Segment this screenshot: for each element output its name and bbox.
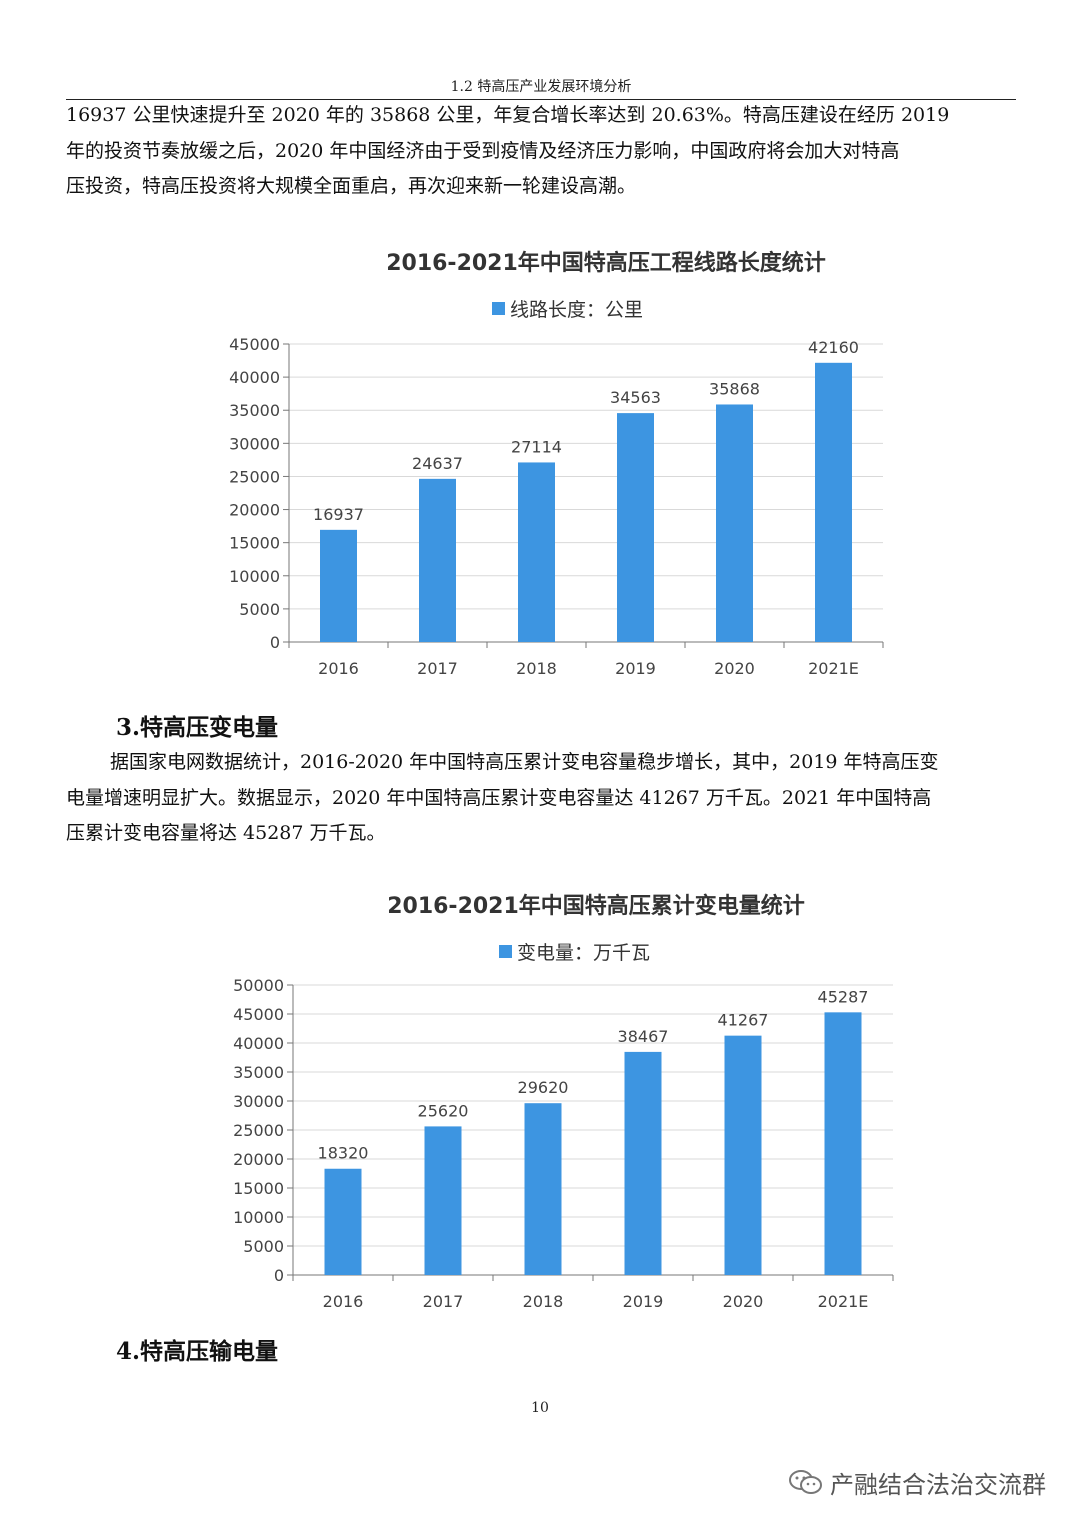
bar (724, 1035, 762, 1275)
x-tick-label: 2019 (615, 659, 656, 678)
x-tick-label: 2019 (623, 1292, 664, 1311)
data-label: 27114 (511, 437, 562, 456)
x-tick-label: 2021E (818, 1292, 869, 1311)
bar (815, 362, 852, 642)
section-3-line: 压累计变电容量将达 45287 万千瓦。 (66, 822, 386, 844)
x-tick-label: 2018 (516, 659, 557, 678)
y-tick-label: 35000 (229, 401, 280, 420)
page-header: 1.2 特高压产业发展环境分析 (450, 79, 632, 95)
bar (624, 1051, 662, 1275)
intro-line: 16937 公里快速提升至 2020 年的 35868 公里，年复合增长率达到 … (66, 104, 950, 126)
bar (419, 478, 456, 642)
x-tick-label: 2020 (723, 1292, 764, 1311)
legend-swatch (499, 945, 512, 958)
section-3-heading: 3.特高压变电量 (116, 714, 279, 741)
y-tick-label: 20000 (233, 1150, 284, 1169)
data-label: 41267 (718, 1011, 769, 1030)
y-tick-label: 30000 (229, 434, 280, 453)
bar (524, 1103, 562, 1275)
y-tick-label: 25000 (233, 1121, 284, 1140)
wechat-icon (789, 1470, 822, 1494)
intro-paragraph: 16937 公里快速提升至 2020 年的 35868 公里，年复合增长率达到 … (66, 98, 1016, 205)
chart-title: 2016-2021年中国特高压工程线路长度统计 (386, 250, 826, 276)
data-label: 29620 (518, 1078, 569, 1097)
bar (518, 462, 555, 642)
y-tick-label: 50000 (233, 976, 284, 995)
y-tick-label: 0 (270, 633, 280, 652)
data-label: 16937 (313, 505, 364, 524)
wechat-watermark: 产融结合法治交流群 (788, 1466, 1046, 1499)
data-label: 38467 (618, 1027, 669, 1046)
data-label: 34563 (610, 388, 661, 407)
intro-line: 年的投资节奏放缓之后，2020 年中国经济由于受到疫情及经济压力影响，中国政府将… (66, 139, 900, 162)
page-number: 10 (531, 1400, 549, 1416)
x-tick-label: 2017 (423, 1292, 464, 1311)
section-3-line: 据国家电网数据统计，2016-2020 年中国特高压累计变电容量稳步增长，其中，… (110, 751, 939, 773)
x-tick-label: 2016 (323, 1292, 364, 1311)
header-rule (66, 99, 1016, 100)
section-3-line: 电量增速明显扩大。数据显示，2020 年中国特高压累计变电容量达 41267 万… (66, 786, 932, 809)
bar (424, 1126, 462, 1275)
x-tick-label: 2021E (808, 659, 859, 678)
intro-line: 压投资，特高压投资将大规模全面重启，再次迎来新一轮建设高潮。 (66, 175, 637, 197)
bar (716, 404, 753, 642)
data-label: 24637 (412, 454, 463, 473)
y-tick-label: 5000 (243, 1237, 284, 1256)
data-label: 45287 (818, 987, 869, 1006)
y-tick-label: 35000 (233, 1063, 284, 1082)
y-tick-label: 45000 (229, 335, 280, 354)
x-tick-label: 2018 (523, 1292, 564, 1311)
y-tick-label: 25000 (229, 467, 280, 486)
x-tick-label: 2016 (318, 659, 359, 678)
transformer-capacity-chart: 2016-2021年中国特高压累计变电量统计变电量：万千瓦 0 5000 10000 1… (178, 854, 946, 1326)
section-3-paragraph: 据国家电网数据统计，2016-2020 年中国特高压累计变电容量稳步增长，其中，… (66, 745, 1016, 852)
data-label: 18320 (318, 1144, 369, 1163)
line-length-chart: 2016-2021年中国特高压工程线路长度统计线路长度：公里 0 5000 10000… (180, 208, 932, 702)
y-tick-label: 15000 (233, 1179, 284, 1198)
data-label: 25620 (418, 1101, 469, 1120)
bar (824, 1012, 862, 1275)
y-tick-label: 10000 (229, 567, 280, 586)
y-tick-label: 40000 (233, 1034, 284, 1053)
y-tick-label: 5000 (239, 600, 280, 619)
y-tick-label: 20000 (229, 501, 280, 520)
x-tick-label: 2020 (714, 659, 755, 678)
y-tick-label: 10000 (233, 1208, 284, 1227)
data-label: 35868 (709, 379, 760, 398)
y-tick-label: 0 (274, 1266, 284, 1285)
legend-swatch (492, 302, 505, 315)
data-label: 42160 (808, 338, 859, 357)
y-tick-label: 45000 (233, 1005, 284, 1024)
legend-label: 线路长度：公里 (510, 299, 643, 321)
bar (324, 1168, 362, 1275)
y-tick-label: 30000 (233, 1092, 284, 1111)
bar (320, 529, 357, 642)
chart-title: 2016-2021年中国特高压累计变电量统计 (387, 893, 805, 919)
y-tick-label: 40000 (229, 368, 280, 387)
section-4-heading: 4.特高压输电量 (116, 1338, 279, 1365)
x-tick-label: 2017 (417, 659, 458, 678)
y-tick-label: 15000 (229, 534, 280, 553)
bar (617, 413, 654, 642)
wechat-watermark-text: 产融结合法治交流群 (830, 1470, 1046, 1499)
legend-label: 变电量：万千瓦 (517, 942, 650, 964)
